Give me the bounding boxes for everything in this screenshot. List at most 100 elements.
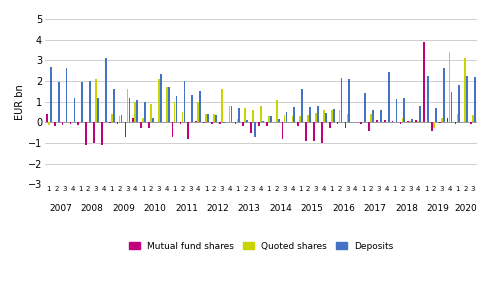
Bar xyxy=(58,82,60,122)
Bar xyxy=(254,122,256,137)
Bar xyxy=(207,114,209,122)
Bar xyxy=(119,116,120,122)
Bar xyxy=(166,87,168,122)
Bar xyxy=(135,102,136,122)
Bar xyxy=(313,122,315,141)
Bar xyxy=(46,114,48,122)
Bar xyxy=(285,112,287,122)
Bar xyxy=(183,81,185,122)
Text: 2018: 2018 xyxy=(395,204,418,213)
Bar xyxy=(152,118,154,122)
Bar xyxy=(329,122,331,129)
Bar xyxy=(331,110,333,122)
Bar xyxy=(451,92,453,122)
Bar xyxy=(447,118,449,122)
Bar xyxy=(235,122,236,124)
Bar xyxy=(470,122,472,124)
Bar xyxy=(66,68,68,122)
Bar xyxy=(411,119,413,122)
Bar xyxy=(141,122,142,129)
Bar xyxy=(333,109,335,122)
Bar xyxy=(323,110,325,122)
Bar xyxy=(168,87,170,122)
Bar xyxy=(229,106,230,122)
Bar xyxy=(199,91,201,122)
Bar xyxy=(231,106,232,122)
Bar xyxy=(117,122,118,124)
Legend: Mutual fund shares, Quoted shares, Deposits: Mutual fund shares, Quoted shares, Depos… xyxy=(125,238,397,255)
Bar xyxy=(62,122,64,125)
Bar xyxy=(315,113,317,122)
Bar xyxy=(370,114,372,122)
Bar xyxy=(101,122,103,145)
Text: 2010: 2010 xyxy=(143,204,166,213)
Bar xyxy=(109,122,110,123)
Bar xyxy=(125,122,126,137)
Bar xyxy=(197,102,199,122)
Bar xyxy=(293,107,295,122)
Bar xyxy=(419,106,421,122)
Bar xyxy=(307,115,309,122)
Text: 2017: 2017 xyxy=(363,204,387,213)
Bar xyxy=(457,114,458,122)
Bar xyxy=(399,122,401,124)
Bar xyxy=(221,89,222,122)
Bar xyxy=(401,118,403,122)
Bar xyxy=(433,122,435,129)
Bar xyxy=(203,122,205,123)
Bar xyxy=(187,122,189,139)
Bar xyxy=(466,76,468,122)
Bar xyxy=(321,122,323,143)
Bar xyxy=(176,96,177,122)
Text: 2020: 2020 xyxy=(454,204,477,213)
Bar xyxy=(299,116,301,122)
Bar xyxy=(89,81,91,122)
Bar xyxy=(431,122,433,131)
Bar xyxy=(278,119,280,122)
Bar xyxy=(392,121,393,122)
Bar xyxy=(268,116,270,122)
Bar xyxy=(260,106,262,122)
Bar xyxy=(213,114,215,122)
Bar xyxy=(245,108,246,122)
Bar xyxy=(181,112,183,122)
Bar xyxy=(81,82,83,122)
Bar xyxy=(137,99,138,122)
Bar xyxy=(403,98,405,122)
Bar xyxy=(372,110,374,122)
Bar xyxy=(441,118,443,122)
Bar xyxy=(250,122,252,132)
Text: 2009: 2009 xyxy=(112,204,135,213)
Bar xyxy=(435,108,437,122)
Text: 2015: 2015 xyxy=(301,204,323,213)
Bar xyxy=(283,115,285,122)
Bar xyxy=(455,122,457,124)
Bar xyxy=(195,121,197,122)
Bar xyxy=(345,122,346,129)
Bar xyxy=(93,122,95,143)
Bar xyxy=(258,122,260,126)
Text: 2012: 2012 xyxy=(207,204,229,213)
Bar xyxy=(252,110,254,122)
Text: 2014: 2014 xyxy=(269,204,292,213)
Bar xyxy=(129,98,130,122)
Bar xyxy=(237,119,238,122)
Bar xyxy=(211,122,213,124)
Bar xyxy=(270,116,272,122)
Bar xyxy=(384,120,386,122)
Bar xyxy=(97,98,99,122)
Bar xyxy=(111,114,112,122)
Bar xyxy=(239,108,240,122)
Bar xyxy=(417,121,419,122)
Bar xyxy=(191,95,193,122)
Bar xyxy=(54,122,56,126)
Bar xyxy=(325,113,327,122)
Text: 2008: 2008 xyxy=(81,204,104,213)
Bar xyxy=(142,118,144,122)
Bar xyxy=(179,122,181,124)
Bar xyxy=(427,76,429,122)
Bar xyxy=(474,77,476,122)
Bar xyxy=(282,122,283,139)
Bar xyxy=(174,102,176,122)
Bar xyxy=(291,116,293,122)
